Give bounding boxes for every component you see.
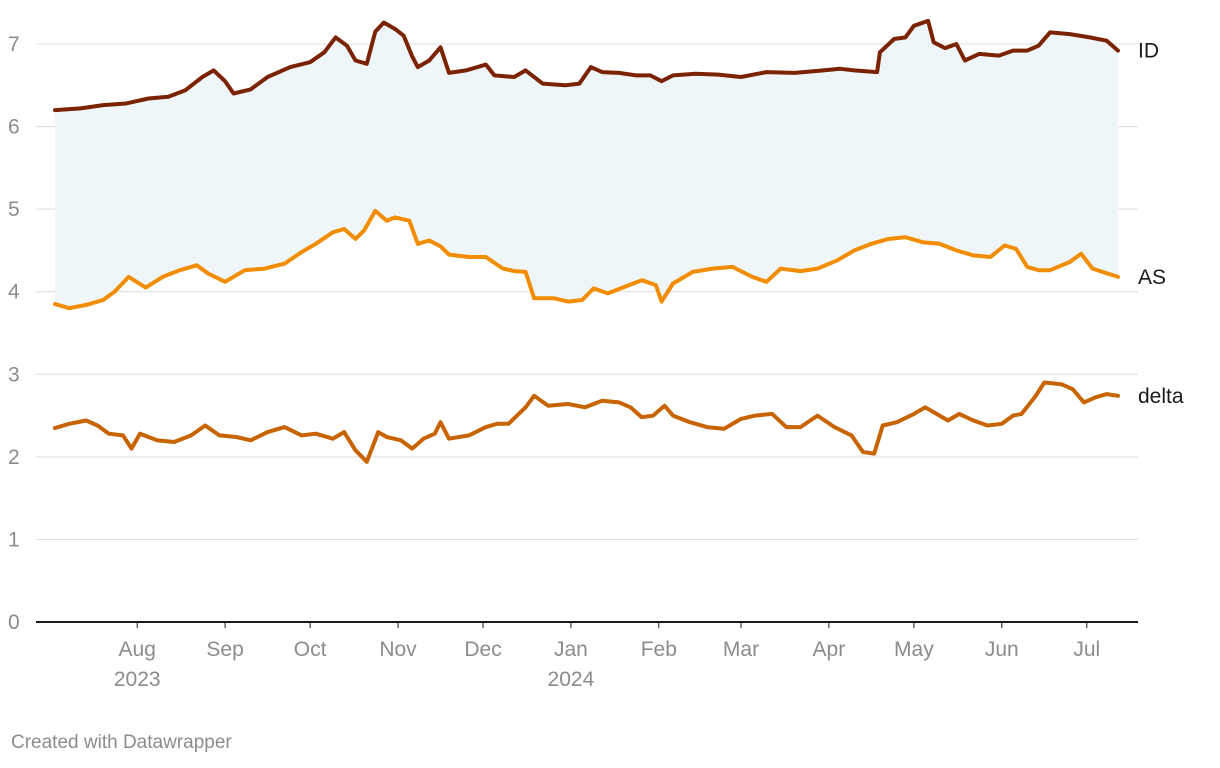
y-tick-label: 5 (8, 198, 20, 221)
range-area (55, 20, 1118, 309)
series-line-delta (53, 380, 1120, 464)
y-tick-label: 3 (8, 363, 20, 386)
footer-credit: Created with Datawrapper (11, 732, 232, 753)
series-label-delta: delta (1138, 385, 1184, 408)
series-line-as (53, 208, 1120, 311)
series-label-as: AS (1138, 266, 1166, 289)
x-tick-label: Aug (119, 638, 156, 661)
y-tick-label: 7 (8, 33, 20, 56)
x-tick-label: Jan (554, 638, 588, 661)
area-fill (55, 20, 1118, 309)
x-tick-label: Sep (206, 638, 243, 661)
x-axis-ticks: Aug 2023 Sep Oct Nov Dec Jan 2024 Feb Mar Apr May Ju… (114, 622, 1100, 691)
y-tick-label: 6 (8, 116, 20, 139)
x-tick-label: Feb (641, 638, 677, 661)
x-tick-label: Jun (985, 638, 1019, 661)
x-tick-year-label: 2023 (114, 668, 161, 691)
y-axis-ticks: 0 1 2 3 4 5 6 7 (8, 33, 20, 634)
x-tick-label: Mar (723, 638, 759, 661)
y-tick-label: 4 (8, 281, 20, 304)
y-tick-label: 2 (8, 446, 20, 469)
series-labels: ID AS delta (1138, 40, 1184, 408)
x-tick-label: Dec (464, 638, 501, 661)
x-tick-label: Apr (813, 638, 846, 661)
x-tick-label: Jul (1073, 638, 1100, 661)
x-tick-label: May (894, 638, 934, 661)
series-lines (53, 18, 1120, 464)
y-tick-label: 0 (8, 611, 20, 634)
series-line-id (53, 18, 1120, 113)
series-label-id: ID (1138, 40, 1159, 63)
x-tick-year-label: 2024 (548, 668, 595, 691)
y-tick-label: 1 (8, 528, 20, 551)
x-tick-label: Nov (379, 638, 417, 661)
x-tick-label: Oct (294, 638, 327, 661)
